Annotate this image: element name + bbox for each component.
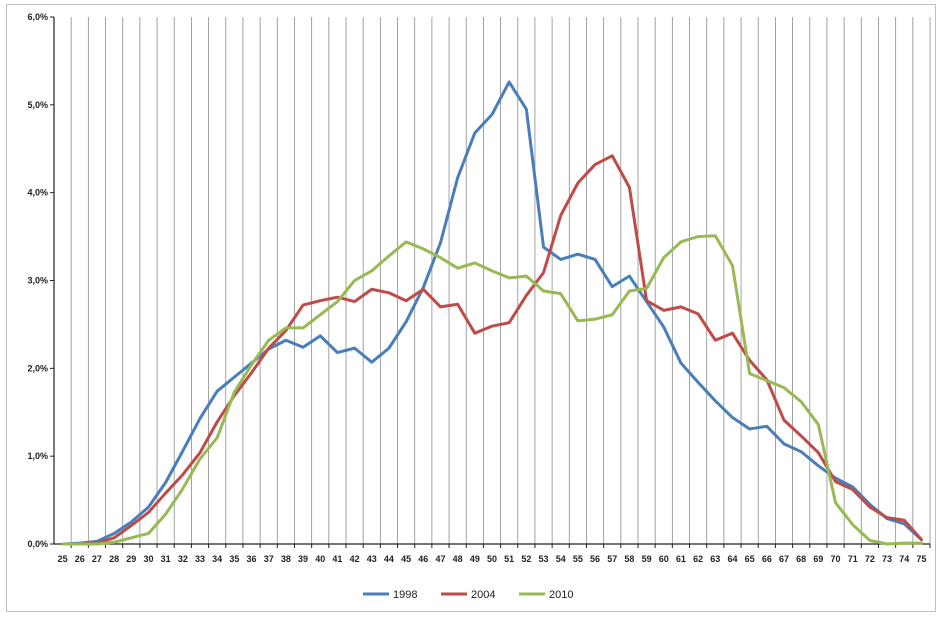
legend-label: 2010 bbox=[549, 589, 573, 601]
x-tick-label: 25 bbox=[58, 554, 68, 564]
x-tick-label: 42 bbox=[350, 554, 360, 564]
x-tick-label: 33 bbox=[195, 554, 205, 564]
x-tick-label: 54 bbox=[556, 554, 566, 564]
y-tick-label: 1,0% bbox=[27, 451, 48, 461]
x-tick-label: 58 bbox=[624, 554, 634, 564]
x-tick-label: 69 bbox=[813, 554, 823, 564]
x-tick-label: 52 bbox=[521, 554, 531, 564]
x-tick-label: 47 bbox=[435, 554, 445, 564]
gridlines bbox=[70, 17, 931, 544]
x-tick-label: 71 bbox=[848, 554, 858, 564]
x-tick-label: 57 bbox=[607, 554, 617, 564]
x-tick-label: 44 bbox=[384, 554, 394, 564]
x-tick-label: 27 bbox=[92, 554, 102, 564]
x-tick-label: 46 bbox=[418, 554, 428, 564]
x-tick-label: 60 bbox=[659, 554, 669, 564]
x-tick-label: 29 bbox=[126, 554, 136, 564]
series-line-2004 bbox=[61, 154, 923, 546]
legend-item-2004: 2004 bbox=[441, 589, 495, 601]
series-lines bbox=[61, 80, 923, 546]
x-tick-label: 40 bbox=[315, 554, 325, 564]
chart-frame: 0,0% 1,0% 2,0% 3,0% 4,0% 5,0% 6,0% 25 26 27 28 29 3… bbox=[6, 4, 936, 612]
x-tick-label: 75 bbox=[916, 554, 926, 564]
y-tick-label: 0,0% bbox=[27, 539, 48, 549]
x-tick-label: 74 bbox=[899, 554, 909, 564]
x-tick-label: 73 bbox=[882, 554, 892, 564]
x-tick-label: 36 bbox=[247, 554, 257, 564]
x-tick-label: 66 bbox=[762, 554, 772, 564]
x-tick-label: 68 bbox=[796, 554, 806, 564]
legend-item-1998: 1998 bbox=[363, 589, 417, 601]
x-tick-label: 26 bbox=[75, 554, 85, 564]
axes bbox=[50, 16, 931, 548]
x-tick-label: 39 bbox=[298, 554, 308, 564]
legend-label: 1998 bbox=[393, 589, 417, 601]
x-tick-label: 37 bbox=[264, 554, 274, 564]
x-tick-label: 62 bbox=[693, 554, 703, 564]
x-tick-label: 34 bbox=[212, 554, 222, 564]
x-tick-label: 72 bbox=[865, 554, 875, 564]
x-tick-label: 32 bbox=[178, 554, 188, 564]
y-tick-label: 5,0% bbox=[27, 100, 48, 110]
x-tick-label: 48 bbox=[453, 554, 463, 564]
legend: 1998 2004 2010 bbox=[363, 589, 573, 601]
x-tick-label: 67 bbox=[779, 554, 789, 564]
y-tick-label: 2,0% bbox=[27, 363, 48, 373]
x-tick-label: 56 bbox=[590, 554, 600, 564]
x-tick-label: 38 bbox=[281, 554, 291, 564]
x-tick-label: 70 bbox=[831, 554, 841, 564]
series-line-1998 bbox=[61, 80, 923, 546]
x-tick-label: 43 bbox=[367, 554, 377, 564]
x-tick-label: 45 bbox=[401, 554, 411, 564]
y-tick-label: 3,0% bbox=[27, 276, 48, 286]
x-tick-label: 64 bbox=[727, 554, 737, 564]
x-tick-label: 30 bbox=[143, 554, 153, 564]
legend-label: 2004 bbox=[471, 589, 495, 601]
x-tick-label: 49 bbox=[470, 554, 480, 564]
x-tick-label: 50 bbox=[487, 554, 497, 564]
series-line-2010 bbox=[61, 234, 923, 546]
x-tick-label: 51 bbox=[504, 554, 514, 564]
x-tick-label: 35 bbox=[229, 554, 239, 564]
x-tick-label: 61 bbox=[676, 554, 686, 564]
x-tick-label: 63 bbox=[710, 554, 720, 564]
legend-item-2010: 2010 bbox=[519, 589, 573, 601]
x-tick-label: 31 bbox=[161, 554, 171, 564]
x-tick-label: 55 bbox=[573, 554, 583, 564]
y-tick-label: 6,0% bbox=[27, 12, 48, 22]
x-tick-label: 53 bbox=[539, 554, 549, 564]
x-tick-label: 28 bbox=[109, 554, 119, 564]
x-tick-label: 41 bbox=[332, 554, 342, 564]
x-tick-label: 65 bbox=[745, 554, 755, 564]
y-tick-label: 4,0% bbox=[27, 188, 48, 198]
x-tick-label: 59 bbox=[642, 554, 652, 564]
line-chart: 0,0% 1,0% 2,0% 3,0% 4,0% 5,0% 6,0% 25 26 27 28 29 3… bbox=[27, 12, 931, 601]
x-tick-labels: 25 26 27 28 29 30 31 32 33 34 35 36 37 38 39 40 41 42 43 44… bbox=[58, 554, 927, 564]
y-tick-labels: 0,0% 1,0% 2,0% 3,0% 4,0% 5,0% 6,0% bbox=[27, 12, 48, 549]
